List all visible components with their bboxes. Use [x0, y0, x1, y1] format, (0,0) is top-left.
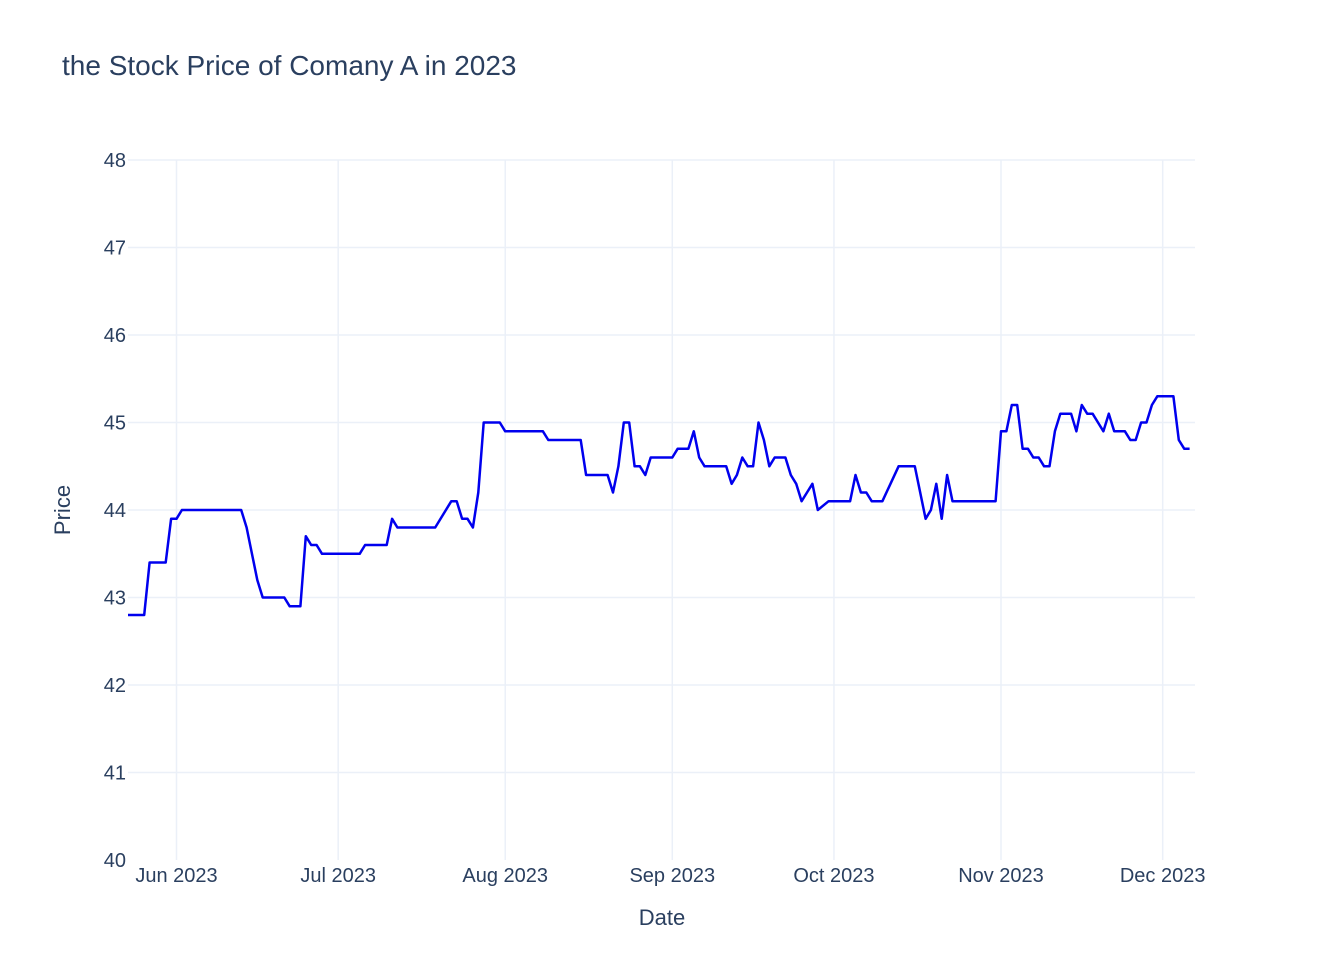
y-tick-label: 43: [104, 588, 126, 610]
x-tick-label: Nov 2023: [958, 865, 1044, 887]
price-series-line: [128, 395, 1190, 617]
y-tick-label: 48: [104, 150, 126, 172]
x-tick-label: Jun 2023: [135, 865, 217, 887]
chart-title: the Stock Price of Comany A in 2023: [62, 50, 516, 81]
gridlines: [128, 159, 1195, 860]
x-tick-label: Dec 2023: [1120, 865, 1206, 887]
y-axis-ticks: 40 41 42 43 44 45 46 47 48: [104, 150, 126, 872]
y-axis-title: Price: [50, 485, 75, 535]
x-axis-ticks: Jun 2023 Jul 2023 Aug 2023 Sep 2023 Oct 2023…: [135, 865, 1205, 887]
y-tick-label: 42: [104, 675, 126, 697]
y-tick-label: 46: [104, 325, 126, 347]
y-tick-label: 41: [104, 763, 126, 785]
x-axis-title: Date: [639, 905, 685, 930]
x-tick-label: Jul 2023: [300, 865, 376, 887]
x-tick-label: Aug 2023: [462, 865, 548, 887]
y-tick-label: 40: [104, 850, 126, 872]
y-tick-label: 44: [104, 500, 126, 522]
x-tick-label: Sep 2023: [629, 865, 715, 887]
x-tick-label: Oct 2023: [793, 865, 874, 887]
y-tick-label: 45: [104, 413, 126, 435]
y-tick-label: 47: [104, 238, 126, 260]
